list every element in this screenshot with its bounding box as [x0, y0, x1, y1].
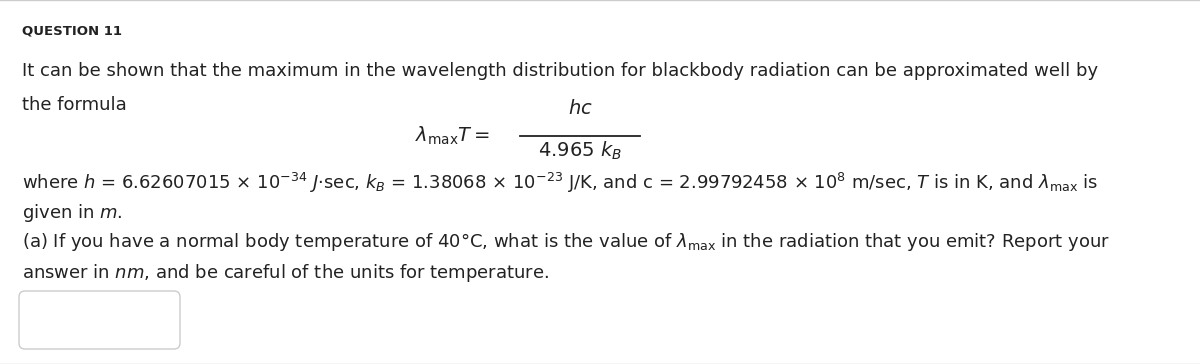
FancyBboxPatch shape [19, 291, 180, 349]
Text: $hc$: $hc$ [568, 99, 593, 118]
Text: $\lambda_{\mathrm{max}}T =$: $\lambda_{\mathrm{max}}T =$ [415, 125, 490, 147]
Text: $4.965\ k_B$: $4.965\ k_B$ [538, 140, 622, 162]
Text: given in $m$.: given in $m$. [22, 202, 122, 224]
Text: It can be shown that the maximum in the wavelength distribution for blackbody ra: It can be shown that the maximum in the … [22, 62, 1098, 80]
Text: where $h$ = 6.62607015 × 10$^{-34}$ $J$·sec, $k_B$ = 1.38068 × 10$^{-23}$ J/K, a: where $h$ = 6.62607015 × 10$^{-34}$ $J$·… [22, 171, 1098, 195]
Text: QUESTION 11: QUESTION 11 [22, 24, 122, 37]
Text: the formula: the formula [22, 96, 127, 114]
Text: (a) If you have a normal body temperature of 40°C, what is the value of $\lambda: (a) If you have a normal body temperatur… [22, 231, 1110, 253]
Text: answer in $nm$, and be careful of the units for temperature.: answer in $nm$, and be careful of the un… [22, 262, 548, 284]
